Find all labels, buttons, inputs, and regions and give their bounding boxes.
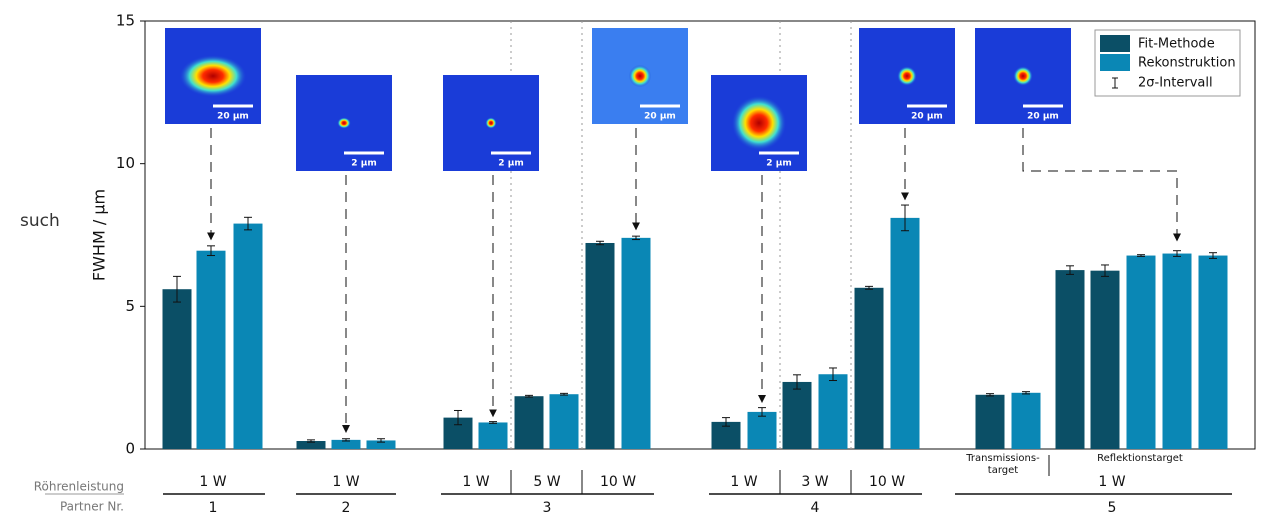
scale-label: 20 µm	[911, 112, 943, 122]
bar	[515, 396, 544, 449]
power-label: 1 W	[332, 474, 359, 490]
target-label: Reflektionstarget	[1097, 453, 1183, 464]
bar	[550, 394, 579, 449]
partner-label: 3	[543, 500, 552, 513]
inset-spot	[1013, 66, 1033, 86]
legend-label: 2σ-Intervall	[1138, 76, 1213, 91]
y-tick-label: 0	[125, 440, 135, 458]
bar	[197, 251, 226, 449]
y-axis-label: FWHM / µm	[90, 189, 109, 281]
bar	[1127, 256, 1156, 449]
power-row-label: Röhrenleistung	[34, 480, 124, 494]
y-tick-label: 15	[116, 12, 135, 30]
partner-label: 5	[1108, 500, 1117, 513]
bar	[234, 224, 263, 449]
partner-label: 1	[209, 500, 218, 513]
chart: such Röhrenleistung Partner Nr. FWHM / µ…	[0, 0, 1271, 513]
bar	[1091, 271, 1120, 449]
partner-label: 4	[811, 500, 820, 513]
inset-spot	[337, 117, 350, 128]
inset-spot	[179, 55, 246, 97]
power-label: 5 W	[533, 474, 560, 490]
scale-label: 20 µm	[644, 112, 676, 122]
side-label: such	[20, 211, 60, 231]
power-label: 1 W	[199, 474, 226, 490]
bar	[1199, 256, 1228, 449]
bar	[163, 289, 192, 449]
bar	[586, 243, 615, 449]
inset-spot	[485, 117, 496, 128]
power-label: 3 W	[801, 474, 828, 490]
bar	[1163, 254, 1192, 449]
inset-spot	[897, 66, 917, 86]
bar	[976, 395, 1005, 449]
bar	[479, 422, 508, 449]
bar	[891, 218, 920, 449]
bar	[783, 382, 812, 449]
scale-label: 20 µm	[217, 112, 249, 122]
bar	[1056, 270, 1085, 449]
target-label: Transmissions-	[965, 453, 1040, 464]
bar	[819, 374, 848, 449]
scale-label: 2 µm	[766, 159, 791, 169]
power-label: 1 W	[462, 474, 489, 490]
legend-swatch	[1100, 35, 1130, 52]
legend-label: Fit-Methode	[1138, 37, 1215, 52]
legend-swatch	[1100, 54, 1130, 71]
inset-spot	[732, 96, 787, 151]
scale-label: 2 µm	[351, 159, 376, 169]
scale-label: 2 µm	[498, 159, 523, 169]
power-label: 10 W	[600, 474, 636, 490]
bar	[855, 288, 884, 449]
partner-label: 2	[342, 500, 351, 513]
bar	[622, 238, 651, 449]
y-tick-label: 5	[125, 297, 135, 315]
inset-spot	[629, 65, 651, 87]
scale-label: 20 µm	[1027, 112, 1059, 122]
power-label: 10 W	[869, 474, 905, 490]
y-tick-label: 10	[116, 154, 135, 172]
power-label: 1 W	[730, 474, 757, 490]
power-label: 1 W	[1098, 474, 1125, 490]
bar	[1012, 393, 1041, 449]
partner-row-label: Partner Nr.	[60, 500, 124, 513]
bar	[748, 412, 777, 449]
legend-label: Rekonstruktion	[1138, 56, 1236, 71]
inset-arrow	[1023, 128, 1177, 241]
target-label: target	[988, 465, 1018, 476]
